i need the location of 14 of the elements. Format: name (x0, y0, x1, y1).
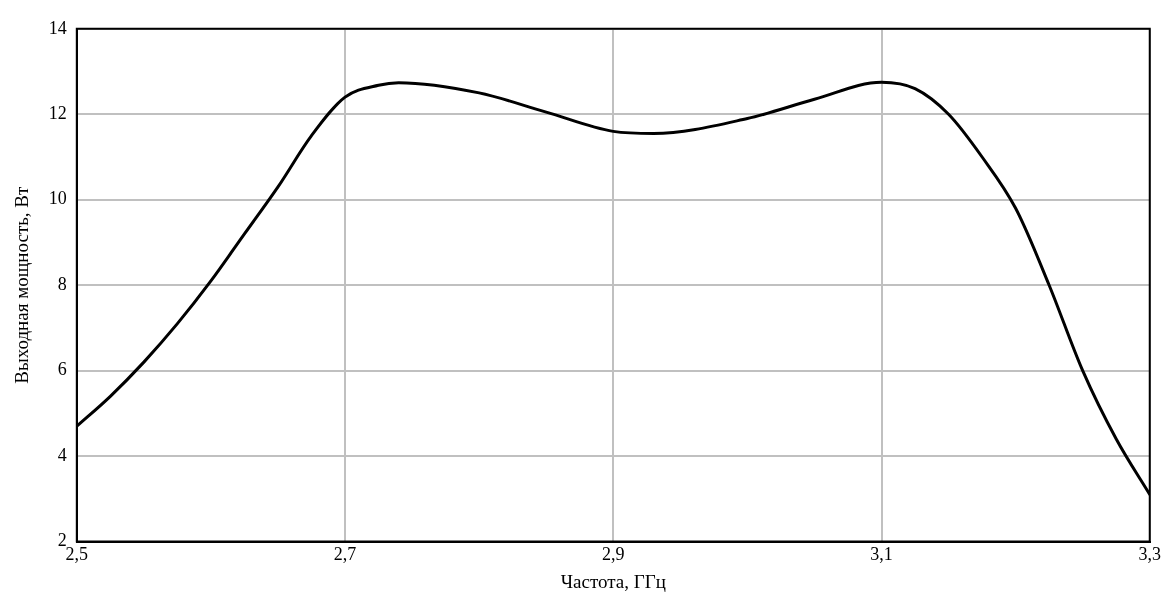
x-tick-label: 2,5 (65, 544, 89, 565)
y-tick-label: 8 (57, 273, 67, 294)
y-tick-label: 2 (57, 530, 67, 551)
y-tick-label: 6 (57, 359, 67, 380)
y-tick-label: 10 (48, 188, 67, 209)
y-tick-label: 4 (57, 444, 67, 465)
y-axis-title: Выходная мощность, Вт (11, 185, 33, 384)
x-tick-label: 3,1 (870, 544, 893, 565)
x-tick-label: 3,3 (1138, 544, 1161, 565)
y-tick-label: 14 (48, 17, 67, 38)
y-tick-label: 12 (48, 103, 67, 123)
x-tick-label: 2,7 (333, 544, 357, 565)
x-axis-title: Частота, ГГц (560, 570, 666, 592)
x-tick-label: 2,9 (602, 544, 625, 565)
